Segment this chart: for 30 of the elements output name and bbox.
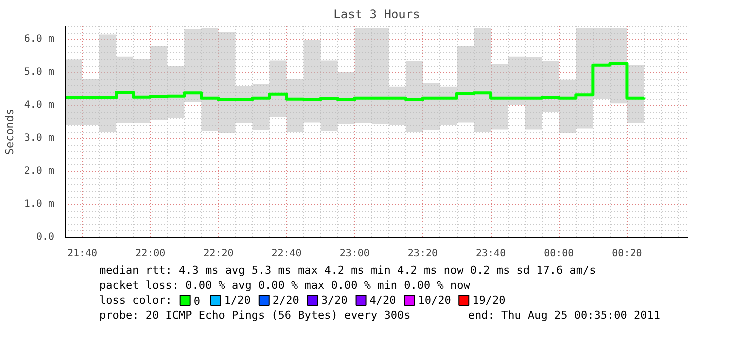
x-tick-label: 23:20 — [408, 248, 438, 260]
legend-label: 4/20 — [370, 294, 396, 307]
legend-label: 3/20 — [321, 294, 348, 307]
legend-label: 1/20 — [224, 294, 251, 307]
x-tick-label: 22:00 — [136, 248, 166, 260]
x-tick-label: 22:20 — [204, 248, 234, 260]
chart-title: Last 3 Hours — [334, 8, 420, 22]
y-tick-label: 6.0 m — [24, 34, 55, 46]
text: packet loss: 0.00 % avg 0.00 % max 0.00 % min 0.00 % now — [99, 279, 471, 292]
text: probe: 20 ICMP Echo Pings (56 Bytes) every 300s — [99, 309, 411, 322]
x-tick-label: 22:40 — [272, 248, 302, 260]
y-tick-label: 5.0 m — [24, 67, 55, 78]
y-tick-label: 1.0 m — [24, 199, 55, 210]
text: median rtt: 4.3 ms avg 5.3 ms max 4.2 ms min 4.2 ms now 0.2 ms sd 17.6 am/s — [99, 264, 596, 277]
y-tick-label: 3.0 m — [24, 133, 55, 144]
legend-title: loss color: — [99, 294, 172, 307]
legend-label: 10/20 — [418, 294, 452, 307]
legend-label: 19/20 — [472, 294, 506, 307]
y-tick-label: 0.0 — [36, 232, 54, 243]
y-tick-label: 2.0 m — [24, 166, 55, 178]
x-tick-label: 00:20 — [612, 248, 642, 260]
legend-label: 0 — [194, 295, 200, 308]
legend-label: 2/20 — [272, 294, 300, 307]
x-tick-label: 00:00 — [544, 248, 574, 260]
x-tick-label: 23:40 — [476, 248, 506, 260]
x-tick-label: 21:40 — [67, 248, 98, 260]
text: end: Thu Aug 25 00:35:00 2011 — [468, 309, 660, 322]
y-tick-label: 4.0 m — [24, 100, 55, 112]
x-tick-label: 23:00 — [340, 248, 370, 260]
y-axis-title: Seconds — [3, 108, 16, 156]
